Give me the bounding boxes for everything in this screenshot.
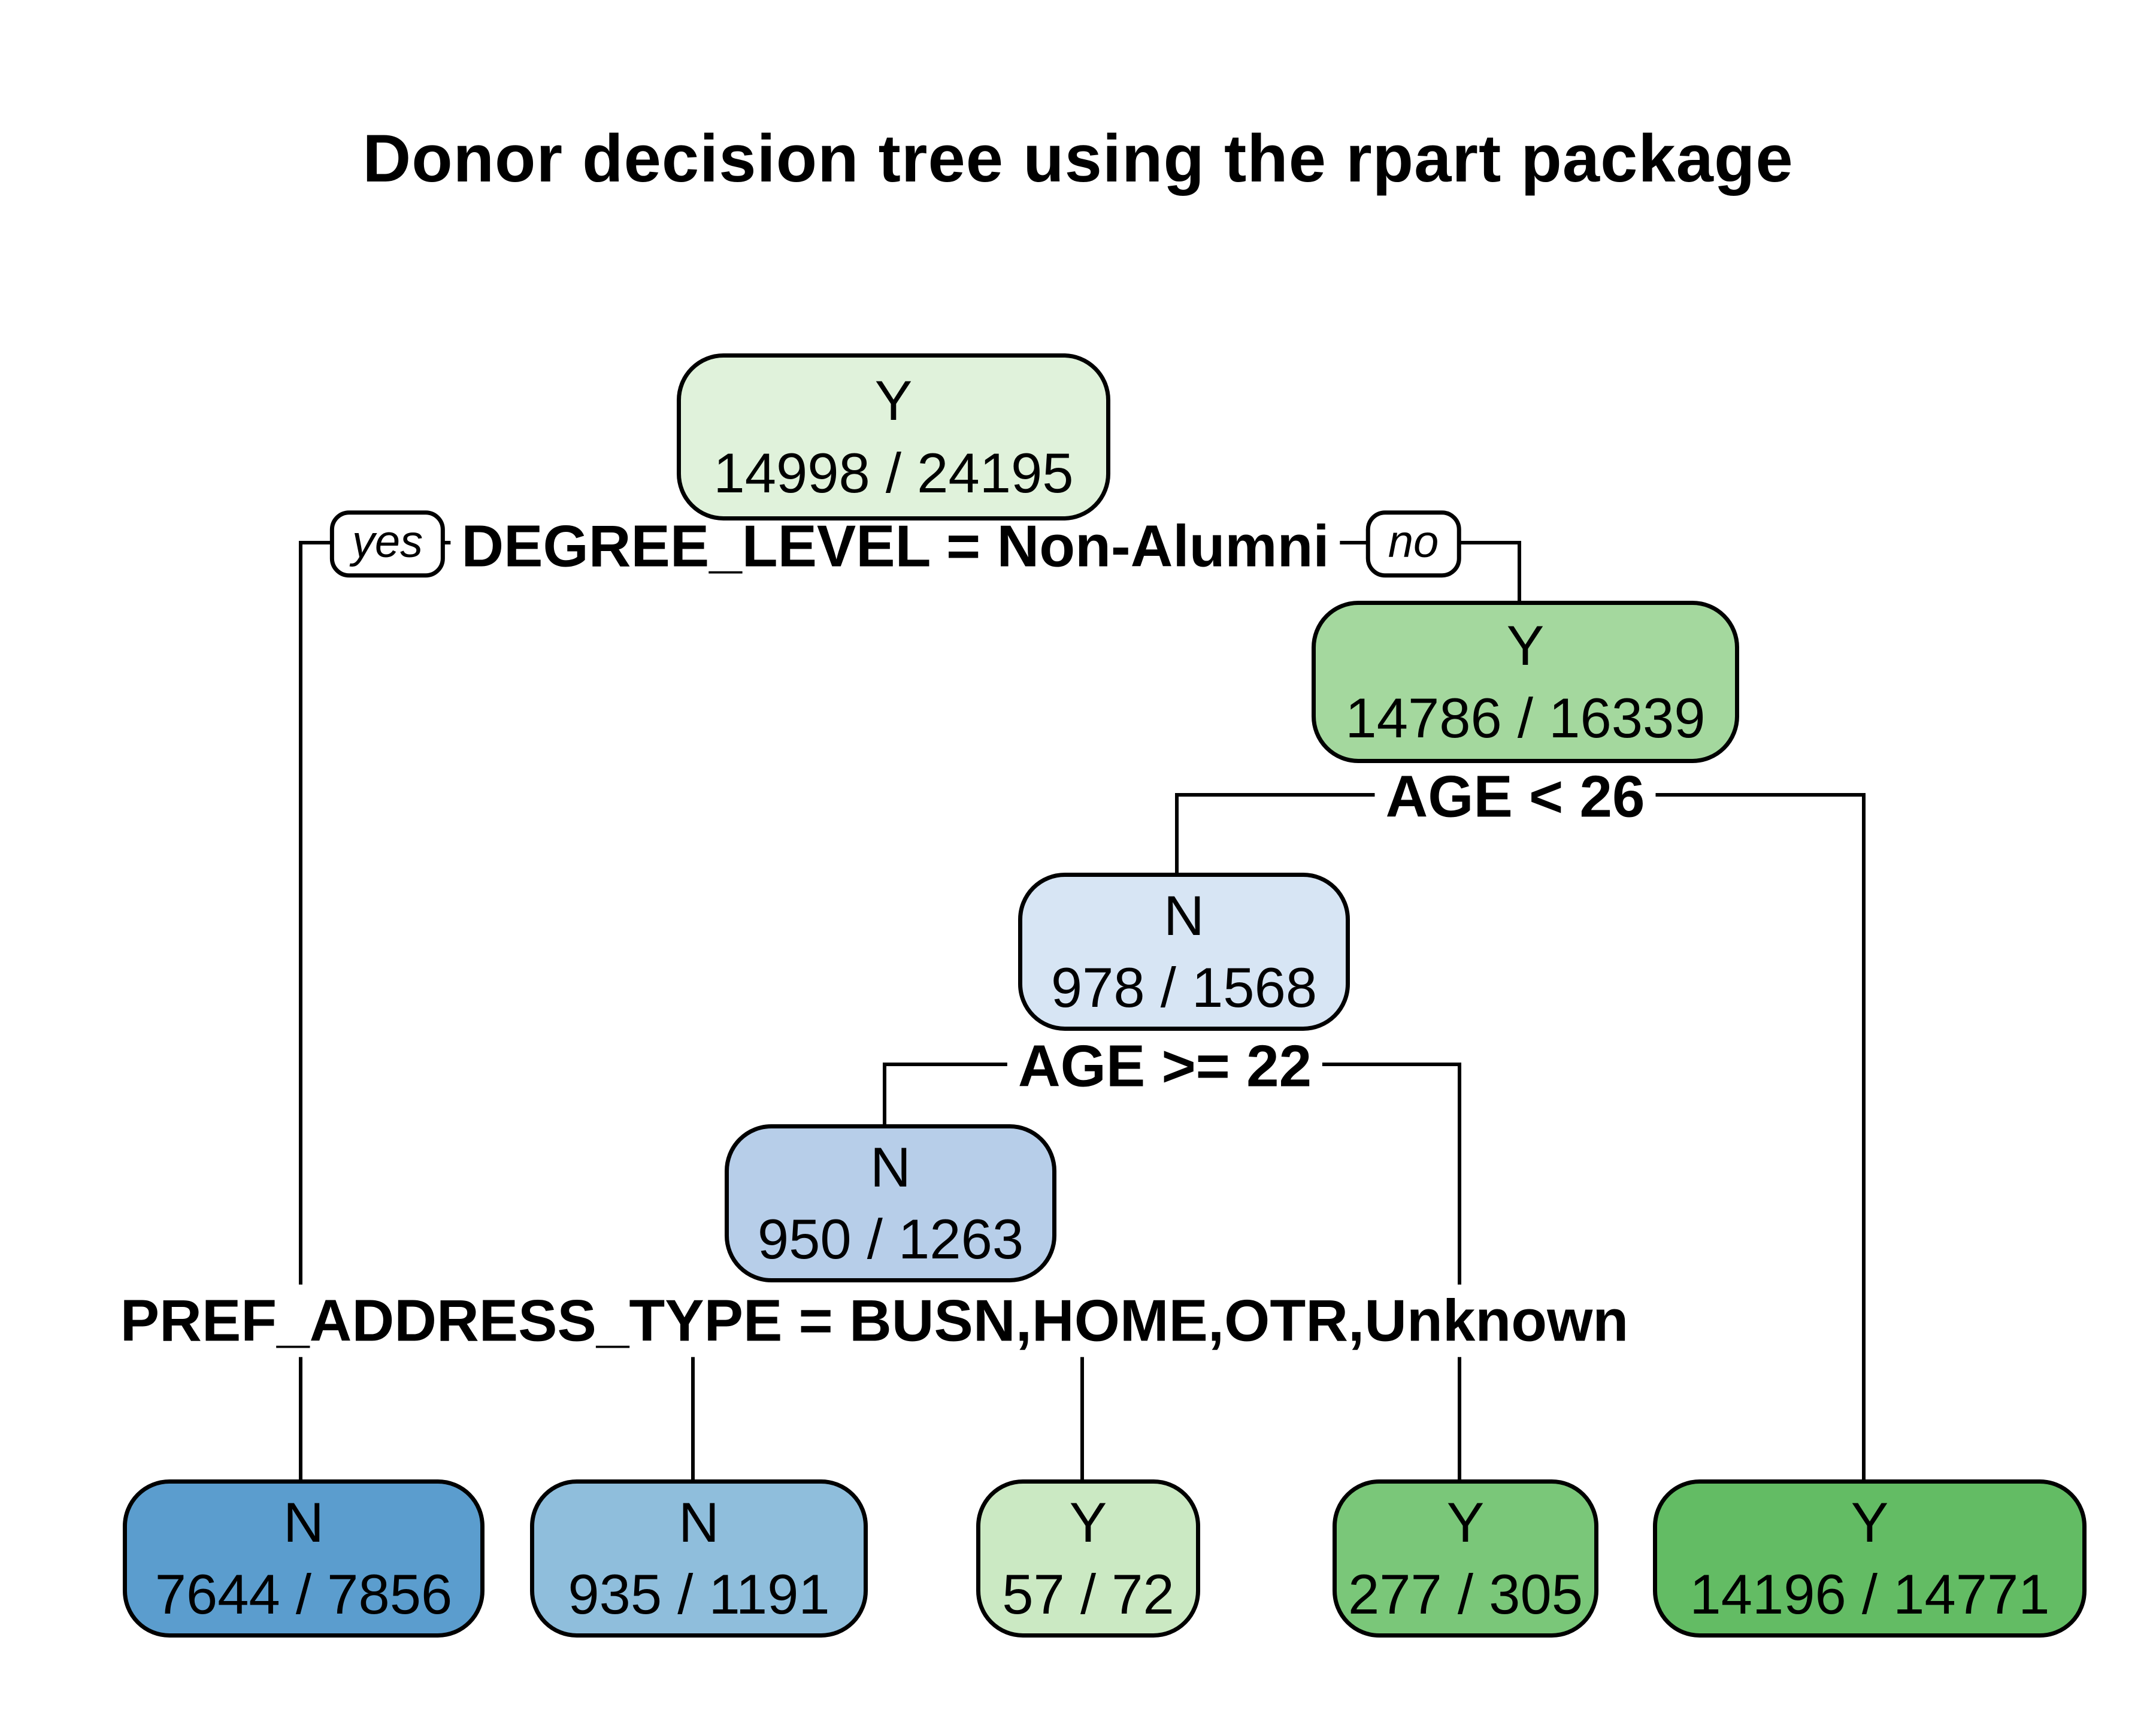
node-class-label: Y [874, 369, 913, 432]
node-stats: 935 / 1191 [568, 1563, 830, 1626]
branch-line-age22-no-vertical [1458, 1063, 1461, 1483]
branch-line-pref-yes-vertical [691, 1317, 695, 1483]
branch-line-age22-yes-vertical [883, 1063, 886, 1128]
split-label-age-ge-22: AGE >= 22 [1007, 1030, 1323, 1103]
node-stats: 57 / 72 [1002, 1563, 1174, 1626]
node-age22-yes: N 950 / 1263 [725, 1124, 1056, 1282]
node-stats: 978 / 1568 [1050, 956, 1318, 1019]
leaf-pref-no: Y 57 / 72 [976, 1479, 1200, 1638]
branch-line-pref-no-vertical [1080, 1317, 1084, 1483]
leaf-degree-yes: N 7644 / 7856 [123, 1479, 485, 1638]
node-stats: 950 / 1263 [757, 1208, 1024, 1270]
node-root: Y 14998 / 24195 [677, 353, 1110, 520]
node-class-label: Y [1446, 1490, 1485, 1554]
node-class-label: N [283, 1490, 324, 1554]
node-class-label: N [870, 1135, 911, 1199]
branch-line-degree-yes-vertical [299, 541, 302, 1483]
node-stats: 14998 / 24195 [713, 441, 1074, 504]
node-class-label: Y [1069, 1490, 1107, 1554]
node-class-label: Y [1506, 614, 1545, 677]
node-class-label: Y [1851, 1490, 1889, 1554]
branch-tag-no: no [1365, 510, 1461, 577]
leaf-pref-yes: N 935 / 1191 [530, 1479, 868, 1638]
node-stats: 277 / 305 [1348, 1563, 1583, 1626]
plot-title: Donor decision tree using the rpart pack… [362, 121, 1794, 196]
node-age26-yes: N 978 / 1568 [1018, 873, 1350, 1031]
node-degree-no: Y 14786 / 16339 [1312, 601, 1739, 763]
branch-line-age26-no-vertical [1862, 793, 1866, 1483]
split-label-pref-address: PREF_ADDRESS_TYPE = BUSN,HOME,OTR,Unknow… [109, 1284, 1640, 1357]
branch-line-age26-yes-vertical [1175, 793, 1179, 876]
node-stats: 14196 / 14771 [1689, 1563, 2050, 1626]
leaf-age26-no: Y 14196 / 14771 [1653, 1479, 2087, 1638]
split-label-degree-level: DEGREE_LEVEL = Non-Alumni [450, 510, 1340, 583]
split-label-age-lt-26: AGE < 26 [1374, 760, 1656, 833]
node-class-label: N [1164, 883, 1204, 947]
node-stats: 7644 / 7856 [155, 1563, 453, 1626]
leaf-age22-no: Y 277 / 305 [1333, 1479, 1598, 1638]
node-class-label: N [679, 1490, 719, 1554]
branch-line-degree-no-vertical [1518, 541, 1521, 604]
node-stats: 14786 / 16339 [1345, 686, 1706, 749]
branch-tag-yes: yes [329, 510, 446, 577]
